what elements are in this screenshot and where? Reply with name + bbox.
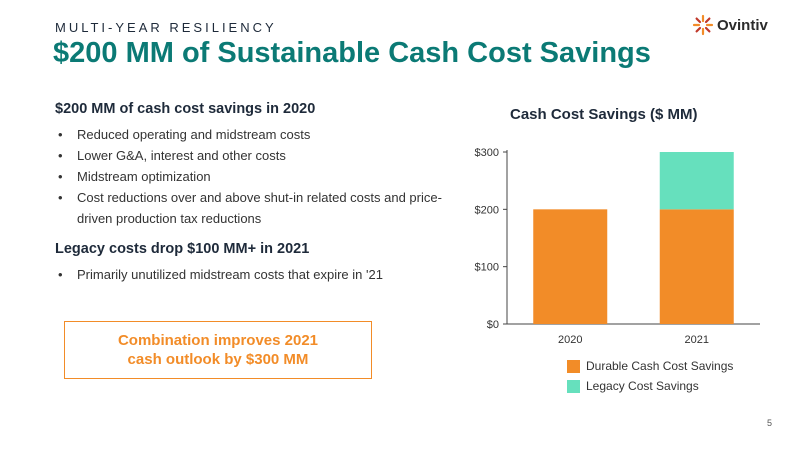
- bullet-item: Primarily unutilized midstream costs tha…: [55, 264, 450, 285]
- cash-cost-savings-chart: $0 $100 $200 $300 2020 2021: [475, 147, 760, 346]
- legend-item-legacy: Legacy Cost Savings: [567, 379, 733, 393]
- chart-legend: Durable Cash Cost Savings Legacy Cost Sa…: [567, 359, 733, 399]
- y-tick-label: $200: [475, 204, 499, 216]
- company-logo: Ovintiv: [692, 14, 768, 36]
- bar-2021-durable: [659, 209, 734, 324]
- bar-2021-legacy: [659, 152, 734, 210]
- page-title: $200 MM of Sustainable Cash Cost Savings: [53, 37, 651, 69]
- key-points: $200 MM of cash cost savings in 2020 Red…: [55, 101, 450, 285]
- legend-label-durable: Durable Cash Cost Savings: [586, 359, 734, 373]
- x-tick-label: 2021: [685, 334, 709, 346]
- bullet-item: Reduced operating and midstream costs: [55, 124, 450, 145]
- bullet-item: Lower G&A, interest and other costs: [55, 145, 450, 166]
- ovintiv-logo-icon: [692, 14, 714, 36]
- legend-label-legacy: Legacy Cost Savings: [586, 379, 699, 393]
- callout-box: Combination improves 2021 cash outlook b…: [64, 321, 372, 379]
- section-heading-2021: Legacy costs drop $100 MM+ in 2021: [55, 241, 310, 257]
- bar-2020-durable: [533, 209, 608, 324]
- y-tick-label: $300: [475, 147, 499, 159]
- section-heading-2020: $200 MM of cash cost savings in 2020: [55, 101, 316, 117]
- bullet-item: Cost reductions over and above shut-in r…: [55, 187, 450, 229]
- bullet-item: Midstream optimization: [55, 166, 450, 187]
- bullet-list-2021: Primarily unutilized midstream costs tha…: [55, 264, 450, 285]
- legend-item-durable: Durable Cash Cost Savings: [567, 359, 733, 373]
- legend-swatch-legacy: [567, 379, 580, 393]
- x-tick-label: 2020: [558, 334, 582, 346]
- chart-title: Cash Cost Savings ($ MM): [510, 106, 698, 123]
- callout-line-2: cash outlook by $300 MM: [127, 351, 309, 368]
- callout-line-1: Combination improves 2021: [117, 332, 319, 349]
- bullet-list-2020: Reduced operating and midstream costs Lo…: [55, 124, 450, 229]
- legend-swatch-durable: [567, 359, 580, 373]
- section-kicker: MULTI-YEAR RESILIENCY: [55, 20, 277, 35]
- page-number: 5: [767, 418, 773, 428]
- y-tick-label: $100: [475, 262, 499, 274]
- logo-text: Ovintiv: [717, 16, 768, 34]
- y-tick-label: $0: [487, 319, 499, 331]
